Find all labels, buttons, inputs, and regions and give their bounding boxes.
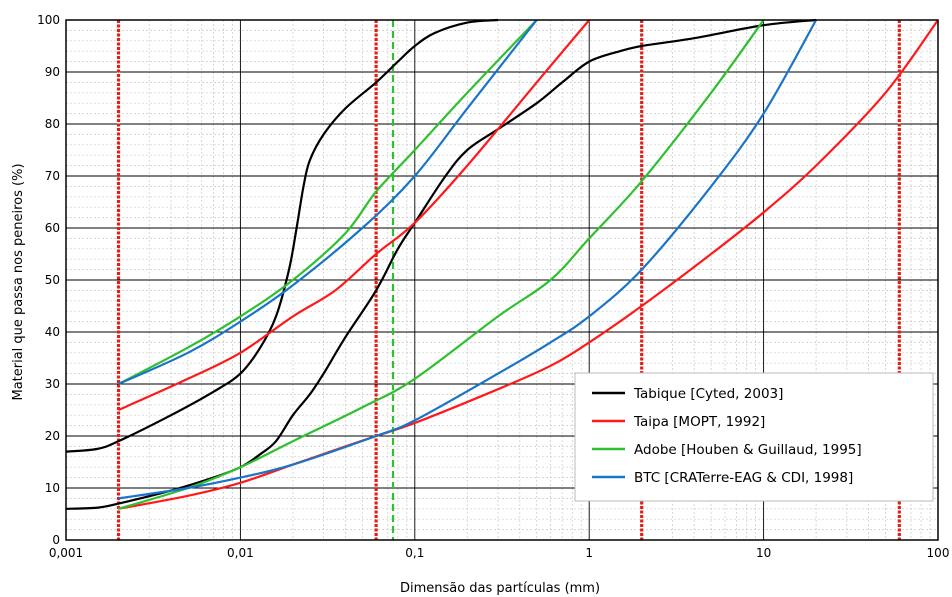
series-2-curve-upper — [118, 19, 591, 412]
y-tick-label: 70 — [45, 169, 60, 183]
series-1-curve-upper — [65, 18, 499, 453]
x-axis-label: Dimensão das partículas (mm) — [400, 581, 600, 596]
y-tick-label: 60 — [45, 221, 60, 235]
x-tick-label: 1 — [585, 546, 593, 560]
legend-label: Taipa [MOPT, 1992] — [633, 414, 765, 430]
y-tick-label: 0 — [52, 533, 60, 547]
y-tick-label: 80 — [45, 117, 60, 131]
legend-box — [574, 372, 934, 502]
legend-label: Tabique [Cyted, 2003] — [633, 386, 783, 402]
x-tick-labels: 0,001 0,01 0,1 1 10 100 — [49, 546, 950, 560]
legend-label: Adobe [Houben & Guillaud, 1995] — [634, 442, 862, 458]
y-tick-label: 40 — [45, 325, 60, 339]
y-tick-labels: 0 10 20 30 40 50 60 70 80 90 100 — [37, 13, 60, 547]
y-tick-label: 90 — [45, 65, 60, 79]
x-tick-label: 0,01 — [227, 546, 254, 560]
series-3-curve-lower — [118, 19, 765, 510]
x-tick-label: 0,001 — [49, 546, 83, 560]
x-tick-label: 100 — [927, 546, 950, 560]
x-tick-label: 0,1 — [405, 546, 424, 560]
legend-label: BTC [CRATerre-EAG & CDI, 1998] — [634, 470, 853, 486]
y-tick-label: 20 — [45, 429, 60, 443]
y-tick-label: 50 — [45, 273, 60, 287]
plot-frame — [65, 19, 939, 541]
series-4-curve-upper — [118, 19, 538, 386]
series-2-curve-lower — [118, 19, 939, 510]
series-curves — [65, 18, 939, 510]
series-4-curve-lower — [118, 19, 818, 500]
x-tick-label: 10 — [756, 546, 771, 560]
y-axis-label: Material que passa nos peneiros (%) — [11, 163, 26, 400]
series-3-curve-upper — [117, 19, 538, 385]
legend-items: Tabique [Cyted, 2003] Taipa [MOPT, 1992] A… — [592, 386, 862, 486]
y-tick-label: 10 — [45, 481, 60, 495]
legend: Tabique [Cyted, 2003] Taipa [MOPT, 1992] A… — [574, 372, 934, 502]
y-tick-label: 100 — [37, 13, 60, 27]
y-tick-label: 30 — [45, 377, 60, 391]
